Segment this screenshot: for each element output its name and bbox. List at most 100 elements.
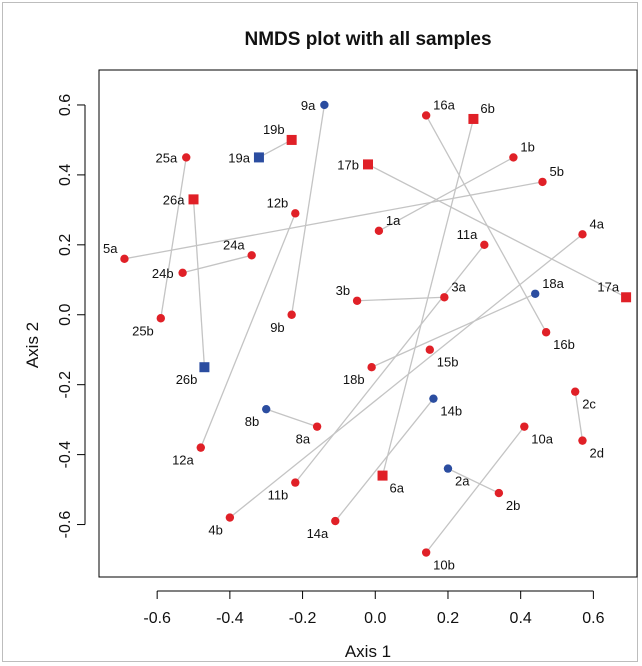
point-5b (538, 177, 547, 187)
segment-14a-14b (334, 398, 434, 522)
segment-12a-12b (200, 213, 296, 448)
segment-16a-16b (425, 115, 547, 333)
x-tick-label: 0.6 (582, 610, 604, 627)
x-tick-label: 0.0 (364, 610, 386, 627)
y-tick-label: 0.2 (57, 234, 74, 256)
point-11a (480, 240, 489, 250)
y-tick-label: 0.6 (57, 94, 74, 116)
x-tick-label: 0.2 (437, 610, 459, 627)
segment-8a-8b (266, 408, 318, 428)
point-label-16b: 16b (553, 337, 575, 352)
segment-layer (124, 104, 627, 553)
point-17b (363, 159, 373, 170)
point-label-17a: 17a (597, 279, 619, 294)
point-label-2b: 2b (506, 498, 520, 513)
plot-box (98, 69, 638, 578)
point-3a (440, 293, 449, 302)
point-label-12b: 12b (267, 195, 289, 210)
point-12b (291, 209, 300, 218)
point-label-9b: 9b (270, 320, 284, 335)
point-18b (367, 363, 376, 372)
point-label-18b: 18b (343, 372, 365, 387)
point-label-15b: 15b (437, 355, 459, 370)
x-tick-label: -0.4 (216, 610, 244, 627)
point-2a (443, 464, 453, 473)
point-label-2a: 2a (455, 474, 470, 489)
point-label-9a: 9a (301, 98, 316, 113)
segment-19a-19b (258, 139, 292, 158)
segment-18a-18b (371, 293, 536, 368)
y-tick-label: -0.6 (57, 511, 74, 539)
y-tick-label: -0.4 (57, 441, 74, 469)
point-12a (196, 443, 205, 452)
y-axis-label: Axis 2 (23, 322, 42, 368)
point-26b (199, 362, 210, 373)
point-25b (156, 314, 165, 323)
point-19a (253, 152, 264, 163)
point-label-24b: 24b (152, 266, 174, 281)
point-label-2d: 2d (589, 446, 603, 461)
point-6b (468, 113, 479, 124)
segment-26a-26b (192, 199, 206, 368)
x-axis-label: Axis 1 (345, 642, 391, 661)
point-label-2c: 2c (582, 397, 596, 412)
x-tick-label: -0.6 (143, 610, 171, 627)
y-axis: -0.6 -0.4 -0.2 0.0 0.2 0.4 0.6 (57, 94, 86, 539)
segment-25a-25b (160, 157, 187, 319)
point-2c (571, 387, 580, 396)
point-4a (578, 230, 587, 239)
point-label-24a: 24a (223, 237, 245, 252)
segment-24a-24b (182, 254, 252, 274)
point-label-11b: 11b (268, 488, 289, 503)
point-10a (520, 422, 529, 431)
point-label-6a: 6a (390, 481, 405, 496)
point-5a (120, 254, 129, 264)
segment-11a-11b (294, 244, 485, 483)
point-layer (120, 100, 632, 557)
point-label-14b: 14b (440, 404, 462, 419)
point-label-10a: 10a (531, 432, 553, 447)
point-9a (320, 100, 329, 110)
point-25a (182, 153, 191, 162)
point-label-10b: 10b (433, 558, 455, 573)
x-axis: -0.6 -0.4 -0.2 0.0 0.2 0.4 0.6 (143, 590, 605, 627)
point-24b (178, 268, 187, 277)
point-label-5b: 5b (549, 164, 563, 179)
point-18a (531, 289, 540, 298)
point-label-25a: 25a (156, 150, 178, 165)
point-2d (578, 436, 587, 445)
point-8a (312, 422, 322, 431)
segment-3a-3b (357, 296, 445, 302)
point-label-11a: 11a (457, 227, 478, 242)
point-8b (262, 404, 271, 414)
point-label-1a: 1a (386, 213, 401, 228)
point-label-3a: 3a (451, 279, 466, 294)
point-1b (509, 153, 518, 162)
point-17a (621, 292, 632, 303)
point-1a (374, 226, 384, 236)
label-layer: 9a 19b 19a 25a 26a 12b 5a 24a 24b 25b 9b 26b 12a 8b 8a… (103, 97, 620, 572)
point-label-25b: 25b (132, 323, 154, 338)
point-label-8b: 8b (245, 414, 259, 429)
point-label-26a: 26a (163, 192, 185, 207)
point-label-3b: 3b (336, 283, 350, 298)
point-16a (421, 111, 431, 120)
y-tick-label: 0.0 (57, 304, 74, 326)
point-9b (287, 310, 296, 319)
segment-2c-2d (574, 391, 584, 441)
point-14a (331, 516, 340, 526)
point-15b (425, 345, 434, 354)
point-label-16a: 16a (433, 97, 455, 112)
point-24a (247, 251, 256, 260)
x-tick-label: -0.2 (289, 610, 317, 627)
point-11b (291, 478, 300, 487)
segment-10a-10b (425, 426, 525, 553)
point-label-17b: 17b (337, 157, 359, 172)
chart-title: NMDS plot with all samples (244, 29, 491, 50)
x-tick-label: 0.4 (510, 610, 532, 627)
point-label-12a: 12a (172, 453, 194, 468)
point-label-26b: 26b (176, 372, 198, 387)
point-14b (429, 394, 438, 403)
